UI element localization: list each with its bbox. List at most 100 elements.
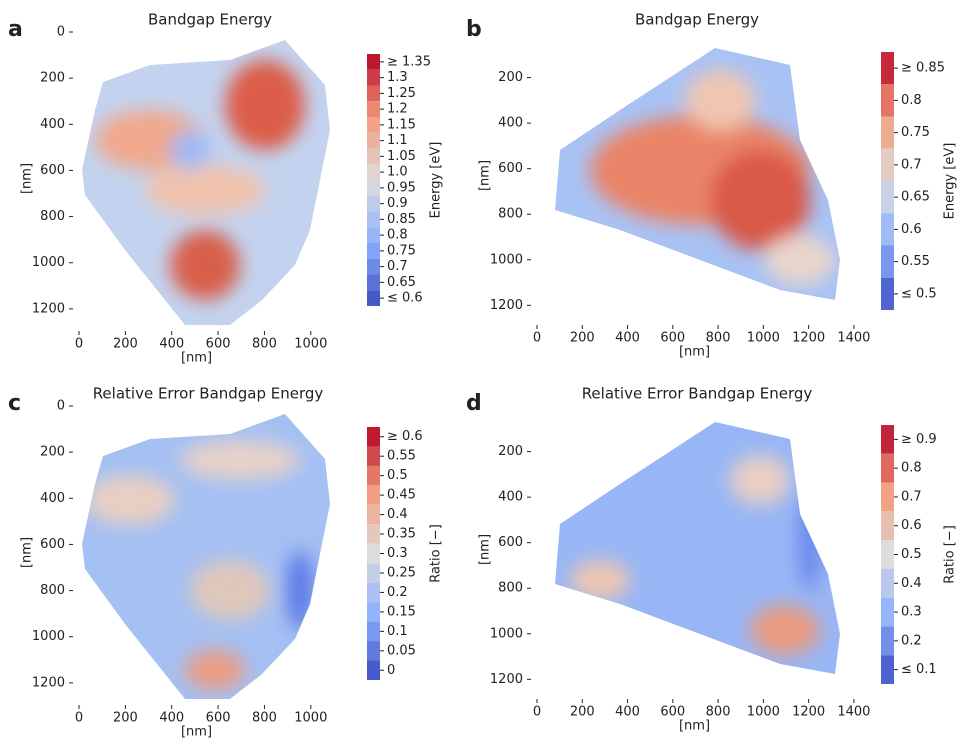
y-tick-label: 800: [40, 209, 65, 224]
colorbar-bin: [367, 524, 380, 543]
colorbar-bin: [881, 181, 894, 213]
y-tick-label: 600: [498, 161, 523, 176]
colorbar-bin: [367, 133, 380, 149]
colorbar-label: Ratio [−]: [943, 525, 957, 584]
y-tick-label: 1200: [490, 672, 523, 687]
chart-title: Bandgap Energy: [148, 11, 272, 29]
colorbar-tick-label: 0.95: [387, 180, 416, 195]
colorbar-bin: [367, 70, 380, 86]
x-tick-label: 0: [75, 337, 83, 352]
y-tick-label: 1000: [490, 626, 523, 641]
y-tick-label: 800: [40, 583, 65, 598]
colorbar-tick-label: 0.3: [387, 546, 408, 561]
colorbar-tick-label: 0.7: [901, 489, 922, 504]
colorbar-bin: [881, 84, 894, 116]
colorbar-label: Energy [eV]: [943, 143, 957, 220]
y-tick-label: 0: [57, 399, 65, 414]
colorbar-bin: [367, 117, 380, 133]
x-axis-label: [nm]: [679, 719, 710, 734]
y-tick-label: 200: [40, 445, 65, 460]
colorbar-bin: [367, 243, 380, 259]
y-tick-label: 400: [40, 491, 65, 506]
x-tick-label: 1000: [747, 331, 780, 346]
x-tick-label: 800: [252, 337, 277, 352]
colorbar-tick-label: 0.6: [901, 222, 922, 237]
x-tick-label: 400: [615, 705, 640, 720]
colorbar-tick-label: 0.45: [387, 488, 416, 503]
y-tick-label: 800: [498, 207, 523, 222]
y-tick-label: 1200: [32, 675, 65, 690]
x-tick-label: 1200: [792, 331, 825, 346]
colorbar-bin: [367, 602, 380, 621]
panel-label: c: [8, 391, 21, 416]
colorbar-tick-label: 0.15: [387, 604, 416, 619]
x-tick-label: 800: [706, 705, 731, 720]
colorbar-bin: [881, 540, 894, 569]
x-tick-label: 0: [533, 705, 541, 720]
x-tick-label: 200: [113, 337, 138, 352]
colorbar-tick-label: ≥ 0.85: [901, 61, 945, 76]
colorbar-tick-label: 1.1: [387, 133, 408, 148]
x-axis-label: [nm]: [181, 351, 212, 366]
colorbar-tick-label: 0.7: [901, 157, 922, 172]
x-tick-label: 1400: [837, 705, 870, 720]
colorbar-tick-label: 0.8: [901, 461, 922, 476]
colorbar-label: Ratio [−]: [429, 524, 444, 583]
y-tick-label: 800: [498, 581, 523, 596]
y-tick-label: 1200: [490, 298, 523, 313]
colorbar-tick-label: 0.75: [387, 243, 416, 258]
x-tick-label: 600: [206, 711, 231, 726]
colorbar-tick-label: 1.3: [387, 70, 408, 85]
colorbar-tick-label: 0.65: [387, 275, 416, 290]
x-tick-label: 200: [570, 705, 595, 720]
chart-title: Bandgap Energy: [635, 11, 759, 29]
y-tick-label: 400: [498, 490, 523, 505]
colorbar-bin: [367, 641, 380, 660]
colorbar-bin: [367, 544, 380, 563]
colorbar-tick-label: ≥ 0.6: [387, 429, 423, 444]
y-tick-label: 600: [498, 535, 523, 550]
colorbar-bin: [881, 425, 894, 454]
colorbar-bin: [881, 483, 894, 512]
colorbar-bin: [367, 149, 380, 165]
colorbar-tick-label: 0.9: [387, 196, 408, 211]
colorbar-tick-label: 0.2: [387, 585, 408, 600]
x-axis-label: [nm]: [181, 725, 212, 739]
x-tick-label: 1400: [837, 331, 870, 346]
y-axis-label: [nm]: [20, 163, 35, 194]
colorbar-bin: [881, 117, 894, 149]
x-tick-label: 400: [159, 711, 184, 726]
colorbar-tick-label: 1.15: [387, 117, 416, 132]
colorbar-bin: [367, 180, 380, 196]
colorbar-bin: [367, 54, 380, 70]
x-axis-label: [nm]: [679, 345, 710, 360]
y-axis-label: [nm]: [478, 534, 493, 565]
x-tick-label: 400: [615, 331, 640, 346]
heatmap-a: [70, 30, 340, 330]
x-tick-label: 600: [660, 331, 685, 346]
colorbar-tick-label: 0.4: [901, 576, 922, 591]
colorbar-bin: [367, 101, 380, 117]
colorbar-tick-label: 0.55: [901, 254, 930, 269]
colorbar-bin: [367, 622, 380, 641]
colorbar-bin: [881, 213, 894, 245]
colorbar-label: Energy [eV]: [429, 142, 444, 219]
colorbar-bin: [367, 563, 380, 582]
y-tick-label: 400: [40, 117, 65, 132]
colorbar-bin: [881, 511, 894, 540]
x-tick-label: 0: [533, 331, 541, 346]
x-tick-label: 800: [706, 331, 731, 346]
x-tick-label: 1000: [747, 705, 780, 720]
colorbar-bin: [367, 164, 380, 180]
colorbar-tick-label: 0.8: [901, 93, 922, 108]
colorbar-bin: [881, 278, 894, 310]
colorbar-tick-label: 1.0: [387, 165, 408, 180]
colorbar-tick-label: 0.4: [387, 507, 408, 522]
colorbar-tick-label: 0: [387, 663, 395, 678]
colorbar-tick-label: ≤ 0.5: [901, 286, 937, 301]
x-tick-label: 1000: [294, 337, 327, 352]
colorbar-tick-label: 0.65: [901, 190, 930, 205]
panel-label: b: [466, 17, 482, 42]
colorbar-bin: [881, 246, 894, 278]
